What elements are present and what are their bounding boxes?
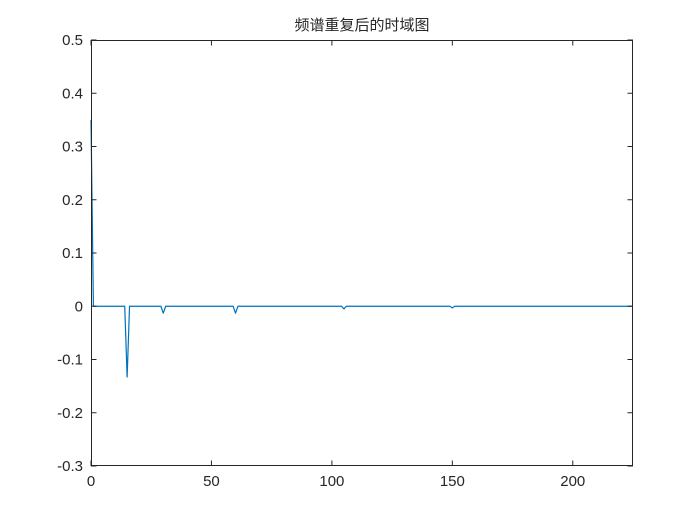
y-tick-label: 0.3 bbox=[62, 139, 83, 156]
x-tick-label: 150 bbox=[440, 473, 465, 490]
x-tick-label: 0 bbox=[87, 473, 95, 490]
y-tick-label: 0.2 bbox=[62, 192, 83, 209]
y-tick-label: 0 bbox=[75, 298, 83, 315]
x-tick-label: 100 bbox=[319, 473, 344, 490]
plot-area bbox=[91, 40, 633, 466]
y-tick-label: -0.3 bbox=[57, 458, 83, 475]
y-tick-label: 0.4 bbox=[62, 85, 83, 102]
y-tick-label: -0.2 bbox=[57, 405, 83, 422]
axes-box bbox=[91, 40, 633, 466]
series-line-1 bbox=[90, 119, 633, 378]
chart-title: 频谱重复后的时域图 bbox=[294, 16, 429, 34]
y-tick-label: 0.5 bbox=[62, 32, 83, 49]
x-tick-label: 50 bbox=[203, 473, 220, 490]
data-layer bbox=[90, 119, 633, 378]
y-tick-label: 0.1 bbox=[62, 245, 83, 262]
y-tick-label: -0.1 bbox=[57, 352, 83, 369]
x-tick-label: 200 bbox=[560, 473, 585, 490]
